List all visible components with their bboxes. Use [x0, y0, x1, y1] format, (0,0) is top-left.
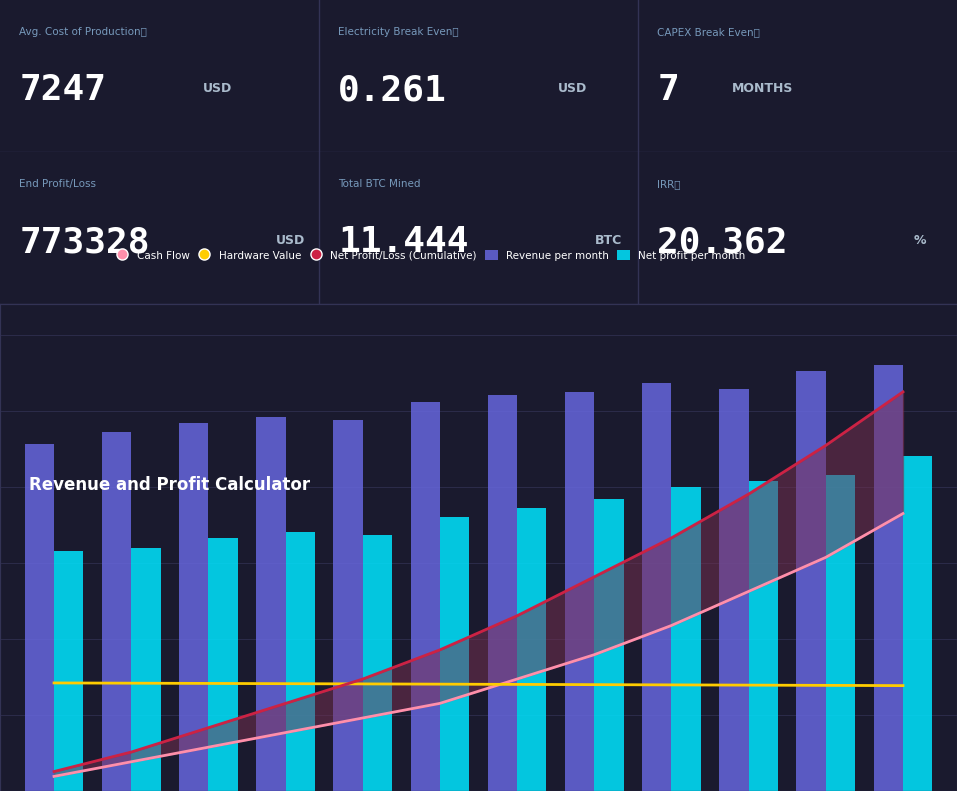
Text: 7247: 7247	[19, 73, 106, 107]
Bar	[517, 508, 546, 791]
Text: USD: USD	[558, 82, 588, 95]
Bar	[672, 486, 701, 791]
Bar	[565, 392, 594, 791]
Bar	[874, 365, 903, 791]
Bar	[748, 481, 778, 791]
Text: 20.362: 20.362	[657, 225, 788, 259]
Bar	[131, 547, 161, 791]
Bar	[826, 475, 856, 791]
Bar	[642, 384, 672, 791]
Text: MONTHS: MONTHS	[732, 82, 793, 95]
Bar	[25, 445, 54, 791]
Bar	[594, 499, 624, 791]
Text: Revenue and Profit Calculator: Revenue and Profit Calculator	[29, 476, 310, 494]
Text: End Profit/Loss: End Profit/Loss	[19, 180, 96, 190]
Text: USD: USD	[276, 234, 305, 248]
Bar	[440, 517, 469, 791]
Bar	[256, 417, 285, 791]
Bar	[363, 536, 392, 791]
Text: Electricity Break Evenⓘ: Electricity Break Evenⓘ	[338, 28, 458, 37]
Bar	[285, 532, 315, 791]
Text: %: %	[914, 234, 926, 248]
Bar	[488, 396, 517, 791]
Bar	[54, 551, 83, 791]
Bar	[179, 423, 209, 791]
Text: 773328: 773328	[19, 225, 149, 259]
Text: CAPEX Break Evenⓘ: CAPEX Break Evenⓘ	[657, 28, 760, 37]
Text: 11.444: 11.444	[338, 225, 469, 259]
Bar	[333, 420, 363, 791]
Legend: Cash Flow, Hardware Value, Net Profit/Loss (Cumulative), Revenue per month, Net : Cash Flow, Hardware Value, Net Profit/Lo…	[112, 246, 749, 265]
Text: USD: USD	[203, 82, 233, 95]
Text: Avg. Cost of Productionⓘ: Avg. Cost of Productionⓘ	[19, 28, 147, 37]
Bar	[411, 402, 440, 791]
Text: BTC: BTC	[594, 234, 622, 248]
Text: 7: 7	[657, 73, 679, 107]
Bar	[101, 432, 131, 791]
Bar	[720, 389, 748, 791]
Bar	[209, 539, 237, 791]
Text: IRRⓘ: IRRⓘ	[657, 180, 680, 190]
Bar	[796, 371, 826, 791]
Text: Total BTC Mined: Total BTC Mined	[338, 180, 421, 190]
Text: 0.261: 0.261	[338, 73, 447, 107]
Bar	[903, 456, 932, 791]
